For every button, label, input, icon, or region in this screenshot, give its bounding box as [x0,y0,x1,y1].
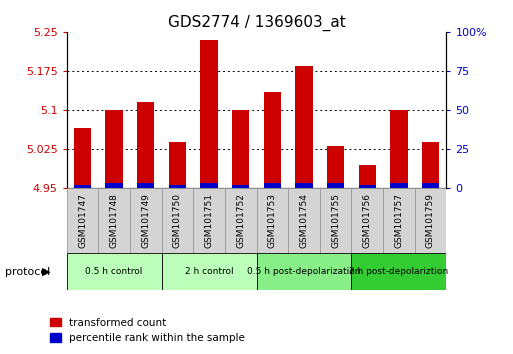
Text: GSM101759: GSM101759 [426,193,435,248]
Text: GSM101753: GSM101753 [268,193,277,248]
Bar [74,184,91,188]
Text: GSM101749: GSM101749 [141,193,150,248]
Text: GSM101757: GSM101757 [394,193,403,248]
Bar [422,183,439,188]
Bar [130,188,162,253]
Bar [327,146,344,188]
Text: GSM101754: GSM101754 [300,193,308,248]
Text: GSM101747: GSM101747 [78,193,87,248]
Text: 2 h control: 2 h control [185,267,233,276]
Text: protocol: protocol [5,267,50,277]
Bar [295,65,312,188]
Text: GSM101755: GSM101755 [331,193,340,248]
Text: GSM101751: GSM101751 [205,193,213,248]
Bar [106,110,123,188]
Bar [359,184,376,188]
Bar [288,188,320,253]
Bar [256,253,351,290]
Bar [98,188,130,253]
Bar [383,188,415,253]
Bar [264,183,281,188]
Bar [232,110,249,188]
Bar [390,183,407,188]
Bar [295,183,312,188]
Bar [67,253,162,290]
Bar [137,183,154,188]
Text: ▶: ▶ [42,267,51,277]
Bar [106,183,123,188]
Bar [327,183,344,188]
Text: 0.5 h post-depolarization: 0.5 h post-depolarization [247,267,361,276]
Bar [169,142,186,188]
Bar [232,184,249,188]
Bar [74,128,91,188]
Bar [390,110,407,188]
Bar [162,253,256,290]
Bar [422,142,439,188]
Bar [351,253,446,290]
Bar [359,165,376,188]
Bar [137,102,154,188]
Text: GSM101750: GSM101750 [173,193,182,248]
Bar [351,188,383,253]
Text: 0.5 h control: 0.5 h control [86,267,143,276]
Bar [193,188,225,253]
Bar [201,40,218,188]
Bar [415,188,446,253]
Text: GSM101752: GSM101752 [236,193,245,248]
Text: GSM101748: GSM101748 [110,193,119,248]
Bar [169,184,186,188]
Bar [67,188,98,253]
Bar [201,183,218,188]
Bar [256,188,288,253]
Title: GDS2774 / 1369603_at: GDS2774 / 1369603_at [168,14,345,30]
Bar [320,188,351,253]
Bar [162,188,193,253]
Bar [264,92,281,188]
Legend: transformed count, percentile rank within the sample: transformed count, percentile rank withi… [46,314,249,347]
Text: 2 h post-depolariztion: 2 h post-depolariztion [349,267,448,276]
Bar [225,188,256,253]
Text: GSM101756: GSM101756 [363,193,372,248]
